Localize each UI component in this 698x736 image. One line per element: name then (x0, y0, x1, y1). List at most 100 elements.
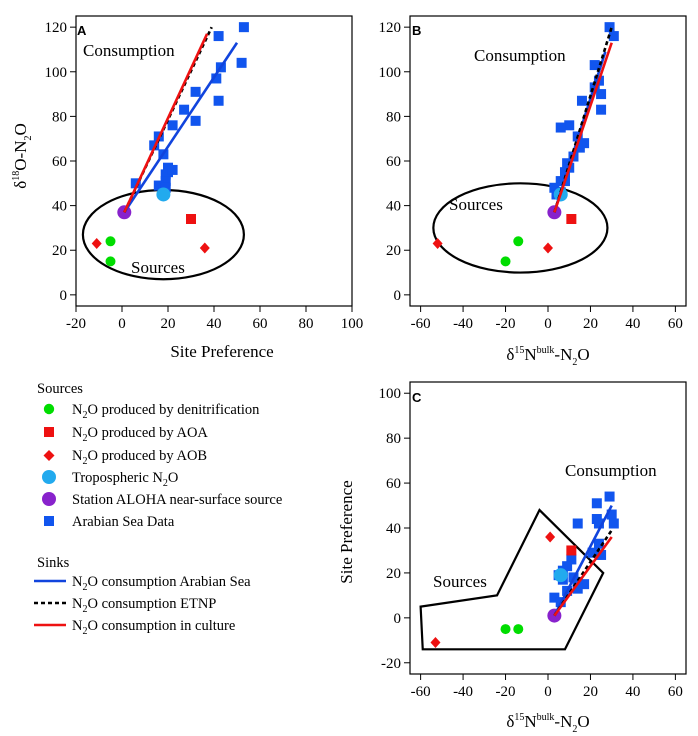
legend-marker-aloha (42, 492, 56, 506)
legend-text-tropospheric: Tropospheric N (72, 470, 163, 486)
panel-c-ytick-label: -20 (381, 656, 401, 672)
panel-b-point-arabian-sea-data (549, 182, 560, 193)
panel-c-xtick-label: 60 (668, 684, 683, 700)
panel-a-point-n2o-produced-by-denitrification (105, 236, 116, 247)
legend-marker-arabian (44, 516, 54, 526)
panel-c-point-arabian-sea-data (549, 592, 560, 603)
panel-b-xlabel: δ15Nbulk-N2O (506, 345, 589, 368)
panel-b-xtick-label: -20 (496, 316, 516, 332)
panel-b-annotation-sources: Sources (449, 195, 503, 214)
panel-a-annotation-consumption: Consumption (83, 41, 175, 60)
panel-c-ytick-label: 60 (386, 476, 401, 492)
legend-sinks-title: Sinks (37, 555, 70, 571)
legend-text-aoa: O produced by AOA (87, 425, 208, 441)
panel-a-ytick-label: 100 (45, 65, 68, 81)
panel-a-ytick-label: 60 (52, 154, 67, 170)
panel-b-point-arabian-sea-data (559, 167, 570, 178)
panel-c-xtick-label: -20 (496, 684, 516, 700)
panel-b-ytick-label: 80 (386, 109, 401, 125)
panel-c-xtick-label: -60 (411, 684, 431, 700)
panel-a-point-tropospheric-n2o (156, 187, 171, 202)
panel-c-xtick-label: -40 (453, 684, 473, 700)
panel-a-xtick-label: 40 (207, 316, 222, 332)
panel-c-point-n2o-produced-by-denitrification (513, 624, 524, 635)
legend-text-aloha: Station ALOHA near-surface source (72, 492, 282, 508)
panel-c-point-n2o-produced-by-aob (545, 531, 556, 543)
panel-c-point-arabian-sea-data (587, 547, 598, 558)
panel-c-ytick-label: 80 (386, 431, 401, 447)
panel-b-line-n2o-consumption-in-culture (553, 42, 613, 213)
panel-c-annotation-sources: Sources (433, 572, 487, 591)
panel-a-xtick-label: 100 (341, 316, 364, 332)
panel-a-point-arabian-sea-data (211, 73, 222, 84)
legend-label-tropospheric: Tropospheric N2O (72, 470, 178, 489)
panel-c-ytick-label: 0 (394, 611, 402, 627)
panel-c: -60 -40 -20 0 20 40 60 -20 0 20 40 60 80 100 Consumpt… (337, 381, 687, 735)
panel-a-line-n2o-consumption-in-culture (123, 33, 209, 213)
legend-text-denitrification: O produced by denitrification (87, 402, 260, 418)
panel-c-point-n2o-produced-by-denitrification (500, 624, 511, 635)
panel-c-letter: C (412, 390, 422, 405)
panel-a-ytick-label: 80 (52, 109, 67, 125)
panel-c-point-tropospheric-n2o (553, 568, 568, 583)
panel-b-point-n2o-produced-by-denitrification (513, 236, 524, 247)
panel-a-point-arabian-sea-data (213, 95, 224, 106)
panel-a-xlabel: Site Preference (170, 342, 273, 361)
panel-a-ytick-label: 120 (45, 20, 68, 36)
panel-b-xtick-label: 20 (583, 316, 598, 332)
panel-c-point-arabian-sea-data (572, 518, 583, 529)
panel-c-frame (409, 381, 687, 675)
legend-marker-aob (43, 450, 55, 461)
panel-a-xtick-label: 20 (161, 316, 176, 332)
panel-c-point-n2o-produced-by-aob (430, 637, 441, 649)
panel-c-point-arabian-sea-data (579, 579, 590, 590)
panel-a-point-arabian-sea-data (238, 22, 249, 33)
panel-b-point-arabian-sea-data (596, 89, 607, 100)
panel-a-ytick-label: 0 (60, 288, 68, 304)
panel-b-point-n2o-produced-by-aob (543, 242, 553, 254)
panel-c-ytick-label: 20 (386, 566, 401, 582)
legend-label-aob: N2O produced by AOB (72, 448, 207, 467)
panel-b-point-n2o-produced-by-aob (432, 238, 443, 250)
panel-b-xtick-label: 60 (668, 316, 683, 332)
legend-marker-tropospheric (42, 470, 56, 484)
panel-a-point-arabian-sea-data (167, 120, 178, 131)
panel-a-line-n2o-consumption-arabian-sea (123, 42, 239, 214)
panel-b-point-n2o-produced-by-aoa (566, 214, 577, 224)
legend-text-arabian: Arabian Sea Data (72, 514, 175, 530)
legend-marker-aoa (44, 427, 54, 437)
panel-a-plot-area: -20 0 20 40 60 80 100 0 20 40 60 80 100 120 (45, 15, 364, 332)
panel-a-point-arabian-sea-data (179, 104, 190, 115)
panel-c-point-arabian-sea-data (591, 498, 602, 509)
panel-b-xtick-label: 40 (625, 316, 640, 332)
panel-a-point-n2o-produced-by-aob (199, 242, 210, 254)
panel-b-point-arabian-sea-data (564, 120, 575, 131)
panel-a-xtick-label: 60 (253, 316, 268, 332)
panel-c-annotation-consumption: Consumption (565, 461, 657, 480)
panel-c-ylabel: Site Preference (337, 480, 356, 583)
panel-b-xtick-label: -60 (411, 316, 431, 332)
panel-b-letter: B (412, 23, 421, 38)
panel-c-line-n2o-consumption-in-culture (553, 536, 613, 617)
panel-a-point-arabian-sea-data (167, 164, 178, 175)
panel-a-point-n2o-produced-by-aoa (186, 214, 196, 224)
panel-c-point-arabian-sea-data (566, 554, 577, 565)
panel-c-point-arabian-sea-data (604, 491, 615, 502)
legend-sources-title: Sources (37, 381, 83, 397)
panel-a: -20 0 20 40 60 80 100 0 20 40 60 80 100 120 Consumpti… (11, 15, 364, 361)
panel-b-sources-ellipse (432, 182, 609, 274)
legend-label-denitrification: N2O produced by denitrification (72, 402, 260, 421)
panel-a-point-arabian-sea-data (236, 57, 247, 68)
panel-a-point-n2o-produced-by-aob (91, 238, 102, 250)
panel-b-ytick-label: 100 (379, 65, 402, 81)
panel-c-ytick-label: 40 (386, 521, 401, 537)
panel-b-point-arabian-sea-data (576, 95, 587, 106)
legend-label-sink-culture: N2O consumption in culture (72, 618, 235, 637)
panel-b-point-arabian-sea-data (555, 122, 566, 133)
panel-c-point-arabian-sea-data (608, 518, 619, 529)
panel-b-annotation-consumption: Consumption (474, 46, 566, 65)
panel-c-point-arabian-sea-data (606, 509, 617, 520)
legend-text-sink-etnp: O consumption ETNP (87, 596, 216, 612)
panel-c-point-n2o-produced-by-aoa (566, 545, 577, 556)
panel-c-ytick-label: 100 (379, 386, 402, 402)
